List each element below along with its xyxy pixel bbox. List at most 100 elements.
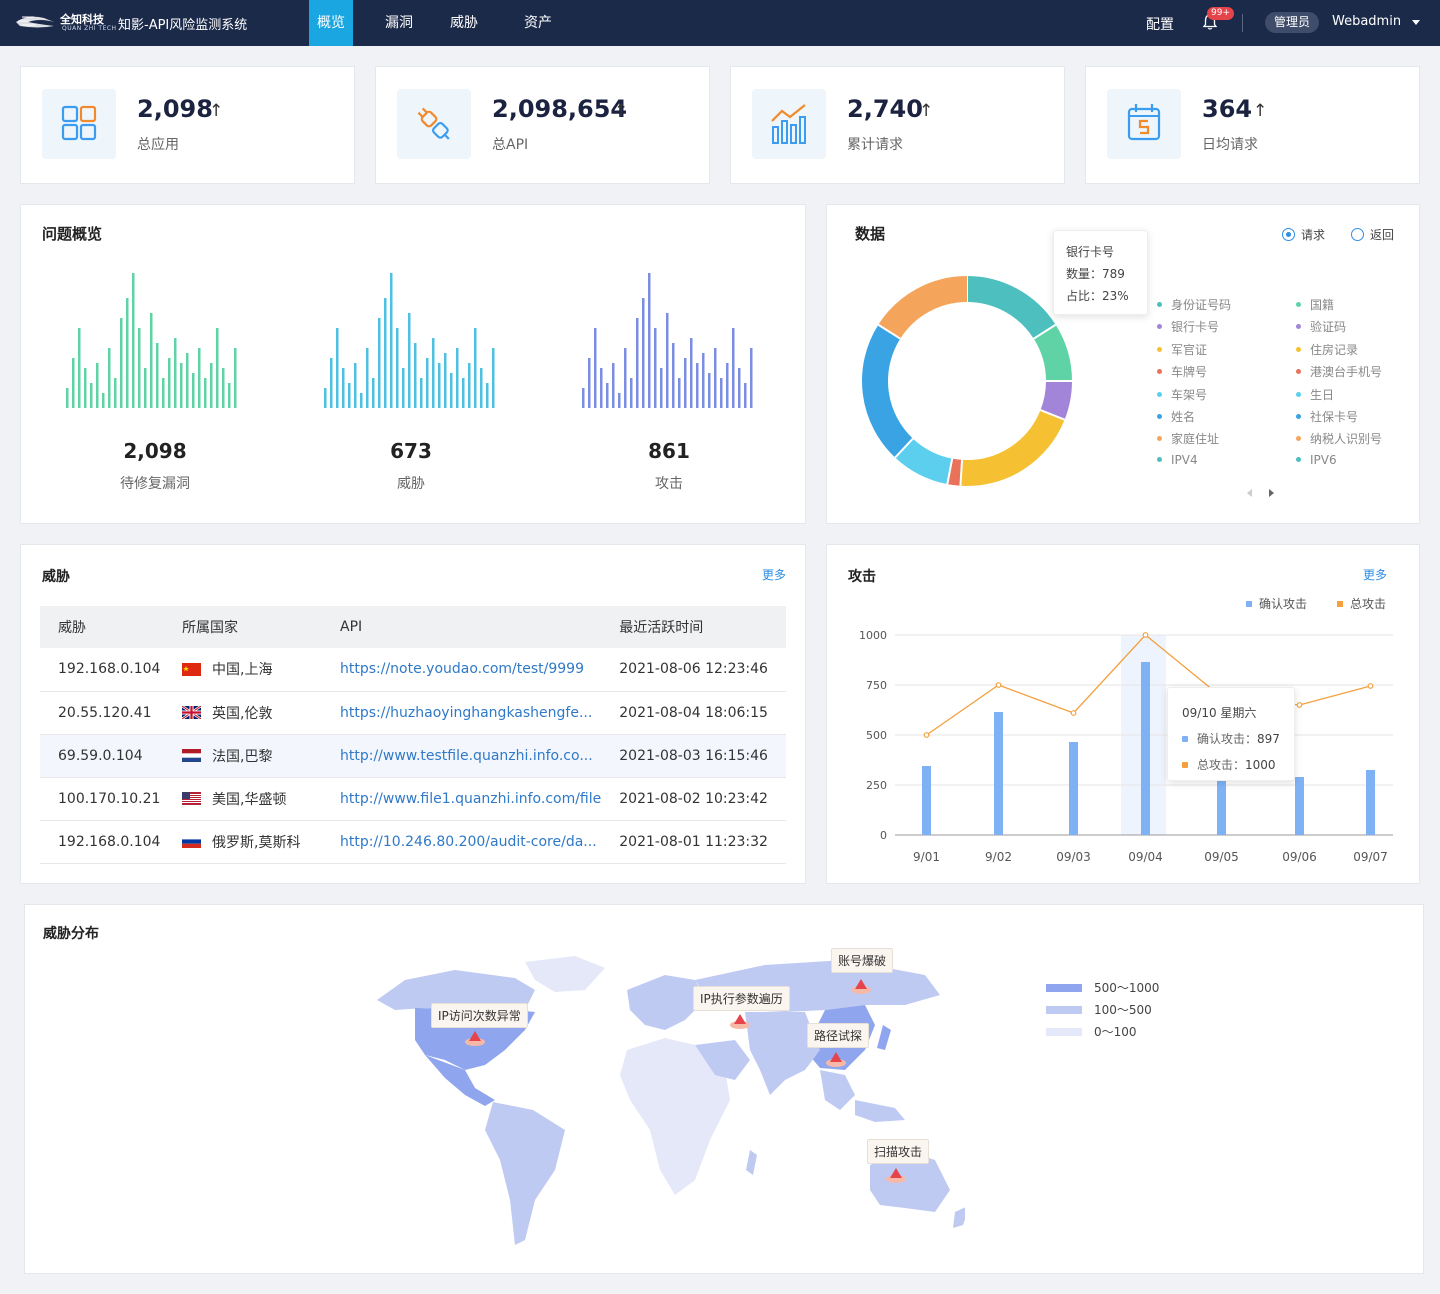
tooltip-confirm-value: 897 — [1257, 732, 1280, 746]
threat-api-link[interactable]: https://huzhaoyinghangkashengfe... — [322, 691, 602, 735]
warning-marker-icon[interactable] — [849, 977, 873, 995]
attack-bar[interactable] — [994, 712, 1003, 835]
data-legend-item[interactable]: 身份证号码 — [1157, 296, 1231, 313]
radio-response[interactable]: 返回 — [1351, 226, 1394, 243]
data-legend-item[interactable]: 住房记录 — [1296, 341, 1358, 358]
threat-last-active: 2021-08-06 12:23:46 — [601, 648, 786, 692]
chart-legend-label[interactable]: 确认攻击 — [1259, 597, 1307, 611]
sparkline-bar — [636, 318, 639, 408]
sparkline-bar — [486, 383, 489, 408]
attack-bar[interactable] — [922, 766, 931, 835]
chevron-down-icon[interactable] — [1412, 20, 1420, 25]
nav-threats[interactable]: 威胁 — [450, 15, 478, 31]
attack-bar[interactable] — [1141, 662, 1150, 835]
data-legend-item[interactable]: 家庭住址 — [1157, 430, 1219, 447]
legend-label: 社保卡号 — [1310, 410, 1359, 424]
data-legend-item[interactable]: 生日 — [1296, 386, 1334, 403]
donut-slice[interactable] — [1040, 380, 1072, 420]
sparkline-bar — [366, 348, 369, 408]
sparkline-bar — [102, 393, 105, 408]
sparkline-bar — [168, 358, 171, 408]
donut-slice[interactable] — [862, 324, 914, 458]
sparkline-bar — [672, 343, 675, 408]
sparkline-bar — [588, 358, 591, 408]
donut-slice[interactable] — [1033, 324, 1072, 382]
sparkline-bar — [414, 343, 417, 408]
nav-vulnerabilities[interactable]: 漏洞 — [385, 15, 413, 31]
line-point[interactable] — [1070, 710, 1077, 716]
attack-bar[interactable] — [1366, 770, 1375, 835]
donut-slice[interactable] — [960, 409, 1065, 486]
header-divider — [1242, 14, 1243, 32]
donut-slice[interactable] — [878, 276, 968, 340]
main-nav: 概览 漏洞 威胁 资产 — [309, 0, 575, 46]
sparkline-bar — [624, 348, 627, 408]
warning-marker-icon[interactable] — [824, 1050, 848, 1068]
sparkline-bar — [450, 373, 453, 408]
nav-overview[interactable]: 概览 — [309, 0, 353, 46]
data-legend-item[interactable]: 验证码 — [1296, 318, 1346, 335]
data-legend-item[interactable]: 车牌号 — [1157, 363, 1207, 380]
sparkline-bar — [390, 273, 393, 408]
sparkline-bar — [324, 388, 327, 408]
data-legend-item[interactable]: 银行卡号 — [1157, 318, 1219, 335]
page-next-icon[interactable] — [1269, 489, 1274, 497]
data-legend-item[interactable]: 社保卡号 — [1296, 408, 1358, 425]
chart-legend-label[interactable]: 总攻击 — [1350, 597, 1386, 611]
sparkline-bar — [660, 368, 663, 408]
donut-slice[interactable] — [895, 438, 953, 485]
ru-flag-icon — [182, 835, 201, 848]
table-row[interactable]: 192.168.0.104 俄罗斯,莫斯科 http://10.246.80.200… — [40, 820, 786, 864]
data-legend-item[interactable]: 车架号 — [1157, 386, 1207, 403]
threat-country-cell: 美国,华盛顿 — [164, 777, 322, 821]
logo-subtitle: QUAN ZHI TECH — [62, 25, 117, 32]
nav-assets[interactable]: 资产 — [524, 15, 552, 31]
donut-slice[interactable] — [947, 458, 963, 486]
config-link[interactable]: 配置 — [1146, 17, 1174, 33]
attack-more-link[interactable]: 更多 — [1363, 568, 1388, 582]
threat-api-link[interactable]: http://www.testfile.quanzhi.info.co... — [322, 734, 602, 778]
warning-marker-icon[interactable] — [884, 1166, 908, 1184]
threat-api-link[interactable]: https://note.youdao.com/test/9999 — [322, 648, 602, 692]
data-legend-item[interactable]: 国籍 — [1296, 296, 1334, 313]
calendar-icon — [1107, 89, 1181, 159]
data-legend-item[interactable]: 军官证 — [1157, 341, 1207, 358]
table-row[interactable]: 192.168.0.104 中国,上海 https://note.youdao.co… — [40, 648, 786, 692]
attack-bar[interactable] — [1217, 781, 1226, 835]
threat-map-card: 威胁分布 账号爆破 IP执行参数遍历 I — [24, 904, 1424, 1274]
username[interactable]: Webadmin — [1332, 14, 1402, 29]
sparkline-bar — [72, 358, 75, 408]
stat-card-api: 2,098,654 ↑ 总API — [375, 66, 710, 184]
data-legend-item[interactable]: IPV4 — [1157, 453, 1198, 467]
table-row[interactable]: 69.59.0.104 法国,巴黎 http://www.testfile.quan… — [40, 734, 786, 778]
threat-more-link[interactable]: 更多 — [762, 568, 787, 582]
data-legend-item[interactable]: 港澳台手机号 — [1296, 363, 1382, 380]
data-legend-item[interactable]: 姓名 — [1157, 408, 1195, 425]
logo-text: 全知科技 — [60, 13, 104, 26]
table-row[interactable]: 100.170.10.21 美国,华盛顿 http://www.file1.quan… — [40, 777, 786, 821]
threat-api-link[interactable]: http://www.file1.quanzhi.info.com/file — [322, 777, 602, 821]
data-legend-item[interactable]: IPV6 — [1296, 453, 1337, 467]
line-point[interactable] — [1296, 702, 1303, 708]
line-point[interactable] — [1367, 683, 1374, 689]
sparkline-bar — [192, 373, 195, 408]
line-point[interactable] — [1142, 632, 1149, 638]
threat-api-link[interactable]: http://10.246.80.200/audit-core/da... — [322, 820, 602, 864]
sparkline-bar — [678, 378, 681, 408]
warning-marker-icon[interactable] — [728, 1012, 752, 1030]
line-point[interactable] — [923, 732, 930, 738]
top-navigation-bar: 全知科技 QUAN ZHI TECH 知影-API风险监测系统 概览 漏洞 威胁… — [0, 0, 1440, 46]
cn-flag-icon — [182, 662, 201, 676]
attack-bar[interactable] — [1295, 777, 1304, 835]
legend-label: 国籍 — [1310, 298, 1335, 312]
page-prev-icon[interactable] — [1247, 489, 1252, 497]
radio-request[interactable]: 请求 — [1282, 226, 1325, 243]
data-legend-item[interactable]: 纳税人识别号 — [1296, 430, 1382, 447]
donut-slice[interactable] — [966, 276, 1056, 340]
sparkline-bar — [666, 313, 669, 408]
table-row[interactable]: 20.55.120.41 英国,伦敦 https://huzhaoyinghangk… — [40, 691, 786, 735]
sparkline-bar — [120, 318, 123, 408]
warning-marker-icon[interactable] — [463, 1029, 487, 1047]
line-point[interactable] — [995, 682, 1002, 688]
attack-bar[interactable] — [1069, 742, 1078, 835]
